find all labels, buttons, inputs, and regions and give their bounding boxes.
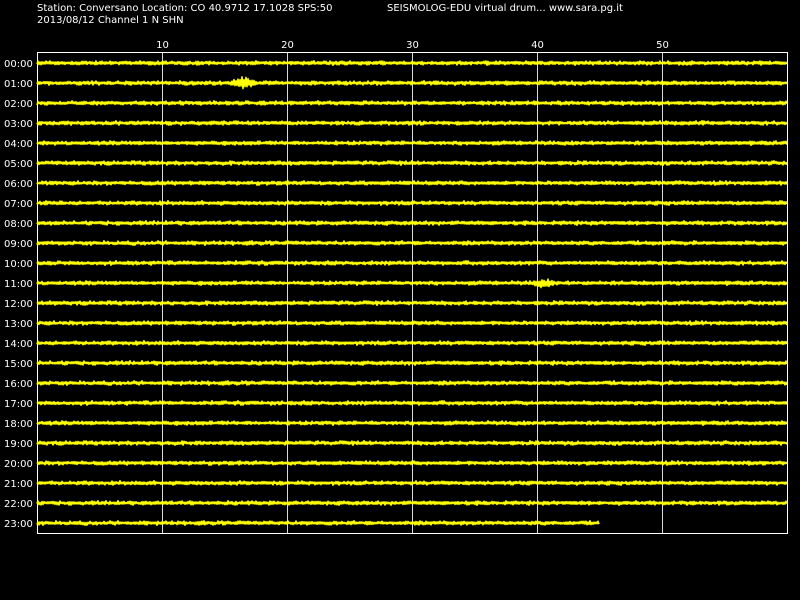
hour-label-0900: 09:00 [4, 239, 33, 250]
trace-1700 [36, 399, 788, 406]
trace-1100 [36, 278, 788, 289]
hour-label-0400: 04:00 [4, 139, 33, 150]
trace-0800 [36, 219, 788, 227]
header-row-2: 2013/08/12 Channel 1 N SHN [37, 15, 332, 27]
hour-label-1200: 12:00 [4, 299, 33, 310]
hour-label-1400: 14:00 [4, 339, 33, 350]
trace-0000 [36, 60, 788, 67]
hour-label-2100: 21:00 [4, 479, 33, 490]
trace-1400 [36, 339, 788, 347]
trace-1300 [36, 320, 788, 326]
trace-1900 [36, 439, 788, 447]
trace-0900 [36, 239, 788, 247]
x-tick-label-10: 10 [156, 40, 169, 51]
trace-layer [36, 60, 788, 527]
trace-2000 [36, 460, 788, 466]
hour-label-0300: 03:00 [4, 119, 33, 130]
hour-labels: 00:00 01:00 02:00 03:00 04:00 05:00 06:00 07:00… [4, 59, 33, 530]
date-channel-info: 2013/08/12 Channel 1 N SHN [37, 15, 184, 26]
hour-label-1500: 15:00 [4, 359, 33, 370]
x-tick-label-20: 20 [281, 40, 294, 51]
hour-label-0500: 05:00 [4, 159, 33, 170]
hour-label-0000: 00:00 [4, 59, 33, 70]
trace-2300 [36, 519, 600, 527]
header-row-1: Station: Conversano Location: CO 40.9712… [37, 3, 623, 15]
trace-1200 [36, 299, 788, 307]
x-tick-label-40: 40 [531, 40, 544, 51]
trace-1600 [36, 379, 788, 387]
hour-label-1100: 11:00 [4, 279, 33, 290]
trace-1500 [36, 359, 788, 367]
hour-label-0100: 01:00 [4, 79, 33, 90]
hour-label-2300: 23:00 [4, 519, 33, 530]
grid-layer [37, 52, 788, 534]
trace-0500 [36, 159, 788, 167]
x-tick-labels: 10 20 30 40 50 [156, 40, 669, 51]
trace-2200 [36, 499, 788, 507]
hour-label-0700: 07:00 [4, 199, 33, 210]
hour-label-0800: 08:00 [4, 219, 33, 230]
hour-label-0600: 06:00 [4, 179, 33, 190]
hour-label-1300: 13:00 [4, 319, 33, 330]
trace-2100 [36, 479, 788, 487]
trace-0400 [36, 140, 788, 147]
trace-0300 [36, 119, 788, 126]
drum-header: Station: Conversano Location: CO 40.9712… [37, 3, 623, 27]
app-title: SEISMOLOG-EDU virtual drum... www.sara.p… [387, 3, 623, 14]
hour-label-1600: 16:00 [4, 379, 33, 390]
hour-label-2200: 22:00 [4, 499, 33, 510]
station-info: Station: Conversano Location: CO 40.9712… [37, 3, 333, 14]
trace-0100 [36, 76, 788, 90]
hour-label-1700: 17:00 [4, 399, 33, 410]
hour-label-0200: 02:00 [4, 99, 33, 110]
x-tick-label-50: 50 [656, 40, 669, 51]
trace-0200 [36, 100, 788, 107]
trace-0700 [36, 199, 788, 207]
trace-1800 [36, 420, 788, 427]
x-tick-label-30: 30 [406, 40, 419, 51]
trace-0600 [36, 180, 788, 186]
hour-label-1000: 10:00 [4, 259, 33, 270]
trace-1000 [36, 259, 788, 266]
hour-label-1800: 18:00 [4, 419, 33, 430]
hour-label-1900: 19:00 [4, 439, 33, 450]
hour-label-2000: 20:00 [4, 459, 33, 470]
